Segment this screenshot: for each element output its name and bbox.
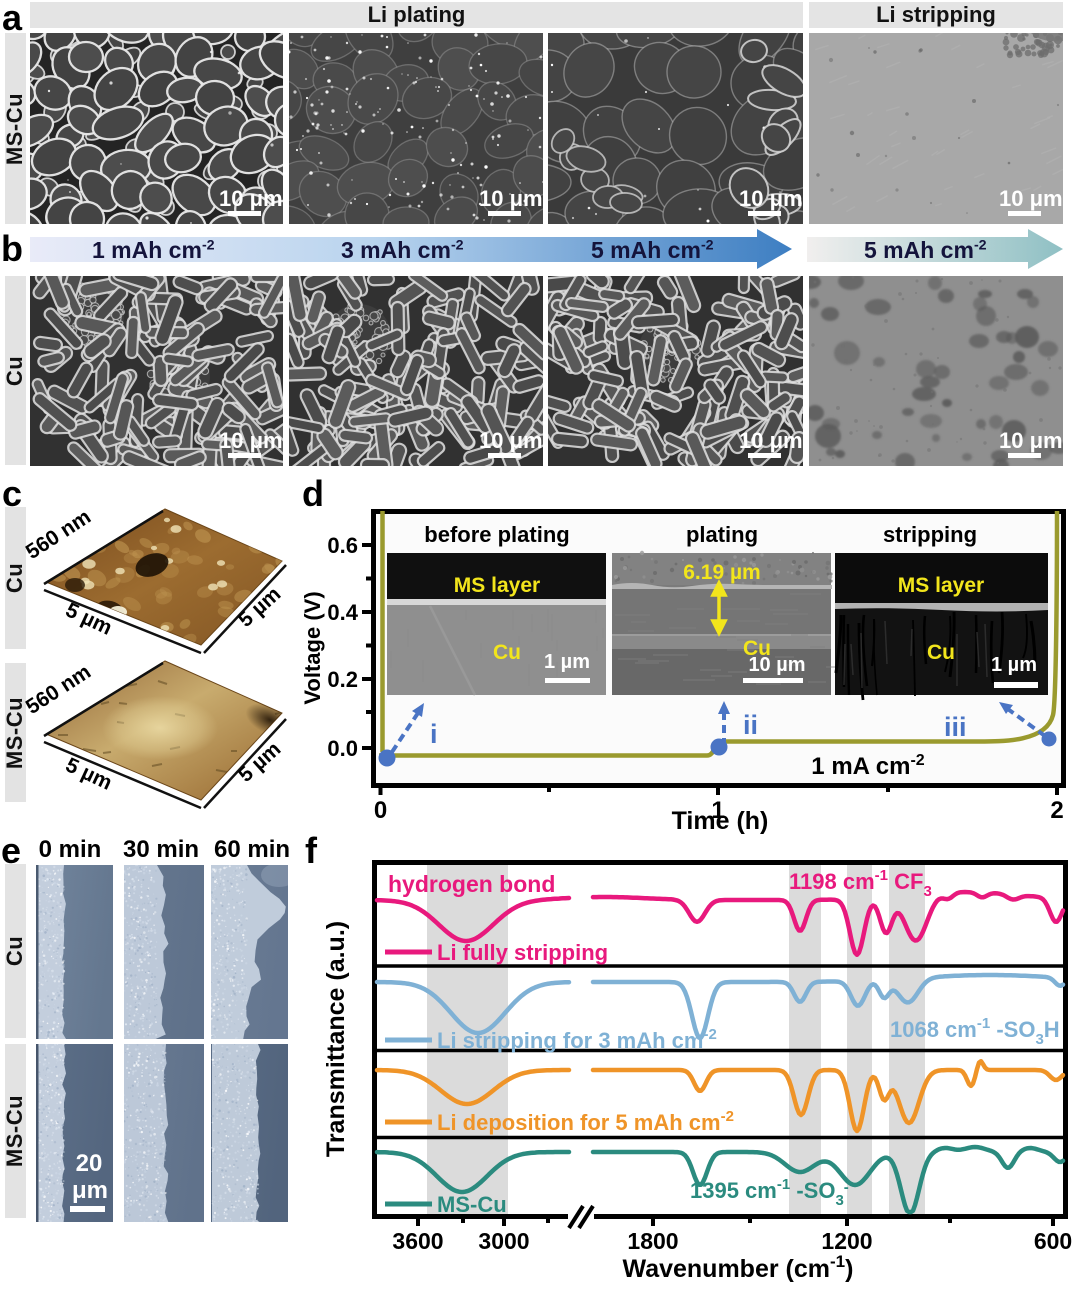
svg-text:0.2: 0.2 [327,667,358,692]
svg-text:2: 2 [1050,797,1063,824]
svg-text:Li deposition for 5 mAh cm-2: Li deposition for 5 mAh cm-2 [437,1108,734,1135]
svg-text:3600: 3600 [392,1228,443,1254]
svg-text:560 nm: 560 nm [22,505,95,564]
svg-text:10 µm: 10 µm [748,654,805,676]
svg-text:6.19 µm: 6.19 µm [683,561,760,584]
svg-text:0: 0 [374,797,387,824]
svg-text:plating: plating [686,522,758,547]
svg-text:MS layer: MS layer [454,574,540,597]
svg-text:MS-Cu: MS-Cu [437,1192,507,1217]
svg-text:1 mA cm-2: 1 mA cm-2 [811,752,924,780]
svg-text:Cu: Cu [743,637,771,660]
svg-text:0.6: 0.6 [327,533,358,558]
svg-text:hydrogen bond: hydrogen bond [388,871,555,897]
svg-text:Li stripping for 3 mAh cm-2: Li stripping for 3 mAh cm-2 [437,1026,717,1053]
svg-text:Li fully stripping: Li fully stripping [437,940,608,965]
svg-text:0.0: 0.0 [327,736,358,761]
svg-text:before plating: before plating [424,522,569,547]
svg-text:1395 cm-1 -SO3-: 1395 cm-1 -SO3- [690,1176,849,1209]
svg-text:Wavenumber (cm-1): Wavenumber (cm-1) [623,1252,854,1283]
svg-text:3000: 3000 [478,1228,529,1254]
svg-text:0.4: 0.4 [327,600,358,625]
svg-text:600: 600 [1034,1228,1072,1254]
svg-text:stripping: stripping [883,522,977,547]
svg-text:Transmittance (a.u.): Transmittance (a.u.) [322,921,350,1157]
svg-text:i: i [430,719,438,749]
svg-text:1 µm: 1 µm [991,654,1037,676]
svg-text:Cu: Cu [927,641,955,664]
svg-text:Time (h): Time (h) [672,807,769,835]
svg-text:MS layer: MS layer [898,574,984,597]
svg-text:iii: iii [944,712,967,742]
svg-text:1 µm: 1 µm [544,651,590,673]
svg-text:Cu: Cu [493,641,521,664]
svg-text:1200: 1200 [821,1228,872,1254]
svg-text:1800: 1800 [627,1228,678,1254]
svg-text:1: 1 [711,797,724,824]
svg-text:ii: ii [743,710,758,740]
svg-text:Voltage (V): Voltage (V) [300,591,325,704]
